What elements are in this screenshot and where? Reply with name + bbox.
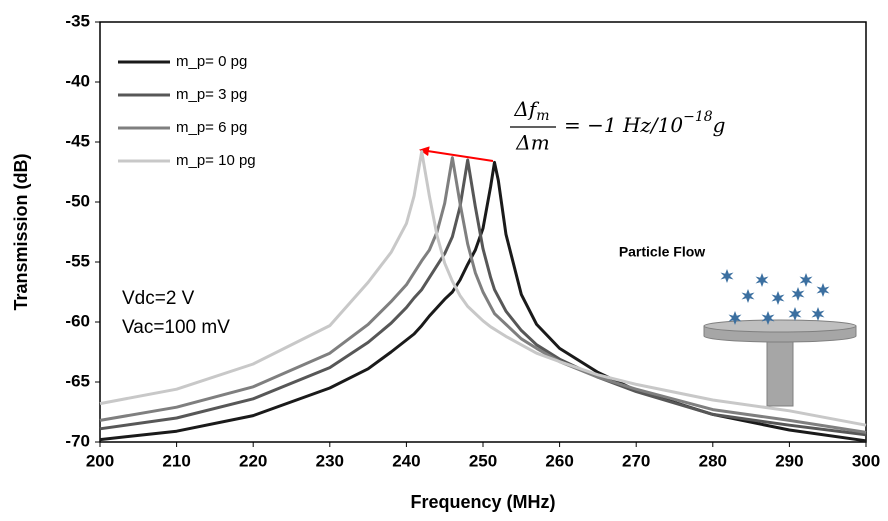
x-tick-label: 230 bbox=[316, 451, 344, 470]
y-tick-label: -55 bbox=[65, 251, 90, 270]
x-tick-label: 220 bbox=[239, 451, 267, 470]
formula-exponent: −18 bbox=[683, 109, 713, 125]
formula-unit: g bbox=[713, 113, 726, 137]
x-tick-label: 280 bbox=[699, 451, 727, 470]
y-tick-label: -70 bbox=[65, 431, 90, 450]
formula-denominator: Δm bbox=[515, 131, 549, 155]
shift-arrow bbox=[419, 146, 494, 162]
x-axis-title: Frequency (MHz) bbox=[410, 492, 555, 512]
y-tick-label: -50 bbox=[65, 191, 90, 210]
particle-icon bbox=[703, 269, 857, 407]
particle-label: Particle Flow bbox=[619, 244, 705, 260]
legend-label: m_p= 10 pg bbox=[176, 152, 256, 169]
condition-label: Vdc=2 V bbox=[122, 288, 195, 309]
y-tick-label: -60 bbox=[65, 311, 90, 330]
y-tick-label: -65 bbox=[65, 371, 90, 390]
formula-rhs: = −1 Hz/10−18g bbox=[564, 109, 725, 137]
series-line bbox=[99, 150, 867, 427]
x-tick-label: 300 bbox=[852, 451, 880, 470]
series-line bbox=[99, 160, 867, 443]
x-tick-label: 210 bbox=[162, 451, 190, 470]
x-tick-label: 240 bbox=[392, 451, 420, 470]
formula-rhs-text: = −1 Hz/10 bbox=[564, 113, 683, 137]
legend-label: m_p= 6 pg bbox=[176, 119, 247, 136]
x-tick-label: 270 bbox=[622, 451, 650, 470]
formula-subscript: m bbox=[536, 108, 549, 124]
y-axis-title: Transmission (dB) bbox=[11, 153, 31, 310]
formula-numerator: Δfm bbox=[513, 97, 549, 125]
y-tick-label: -45 bbox=[65, 131, 90, 150]
x-tick-label: 260 bbox=[545, 451, 573, 470]
x-tick-label: 200 bbox=[86, 451, 114, 470]
x-tick-label: 250 bbox=[469, 451, 497, 470]
legend-label: m_p= 3 pg bbox=[176, 86, 247, 103]
y-tick-label: -35 bbox=[65, 11, 90, 30]
condition-label: Vac=100 mV bbox=[122, 317, 230, 338]
formula-numerator-text: Δf bbox=[513, 97, 539, 121]
legend-label: m_p= 0 pg bbox=[176, 53, 247, 70]
x-tick-label: 290 bbox=[775, 451, 803, 470]
formula: Δfm Δm = −1 Hz/10−18g bbox=[510, 97, 725, 155]
y-tick-label: -40 bbox=[65, 71, 90, 90]
